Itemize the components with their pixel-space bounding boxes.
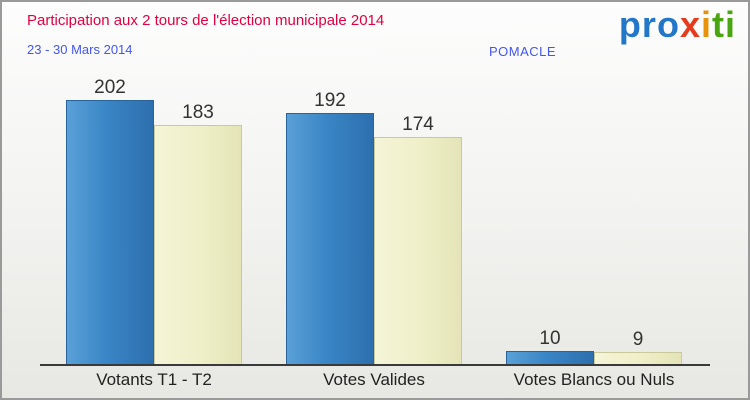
logo-letter: r <box>641 4 657 45</box>
bar-t2 <box>374 137 462 364</box>
bar-chart: 202 183 192 174 10 9 Votants T1 - T2 Votes Val… <box>2 72 748 390</box>
bar-t2 <box>594 352 682 364</box>
value-label: 10 <box>539 328 561 349</box>
value-label: 9 <box>632 329 644 350</box>
logo-letter: p <box>618 4 642 45</box>
chart-title: Participation aux 2 tours de l'élection … <box>27 12 385 29</box>
logo-letter: i <box>724 4 736 45</box>
bar-cell-t1: 192 <box>286 91 374 364</box>
proxiti-logo[interactable]: proxiti <box>619 4 736 46</box>
category-labels-row: Votants T1 - T2 Votes Valides Votes Blancs… <box>2 366 748 390</box>
bar-cell-t2: 183 <box>154 103 242 364</box>
value-label: 174 <box>402 114 434 135</box>
bar-group: 10 9 <box>506 329 682 364</box>
logo-letter: i <box>700 4 712 45</box>
value-label: 183 <box>182 102 214 123</box>
date-range-label: 23 - 30 Mars 2014 <box>27 42 133 57</box>
logo-letter: t <box>711 4 725 45</box>
bar-group: 202 183 <box>66 78 242 364</box>
bar-t1 <box>66 100 154 364</box>
bar-cell-t1: 202 <box>66 78 154 364</box>
bar-group: 192 174 <box>286 91 462 364</box>
plot-area: 202 183 192 174 10 9 <box>2 72 748 364</box>
category-label: Votes Blancs ou Nuls <box>513 370 675 389</box>
value-label: 192 <box>314 90 346 111</box>
bar-cell-t2: 174 <box>374 115 462 364</box>
logo-letter: x <box>679 4 701 45</box>
value-label: 202 <box>94 77 126 98</box>
bar-t2 <box>154 125 242 364</box>
logo-letter: o <box>656 4 680 45</box>
bar-t1 <box>506 351 594 364</box>
category-label: Votants T1 - T2 <box>96 370 212 389</box>
bar-cell-t1: 10 <box>506 329 594 364</box>
bar-t1 <box>286 113 374 364</box>
x-axis-line <box>40 364 710 366</box>
commune-name: POMACLE <box>489 44 557 59</box>
category-label: Votes Valides <box>323 370 425 389</box>
bar-cell-t2: 9 <box>594 330 682 364</box>
